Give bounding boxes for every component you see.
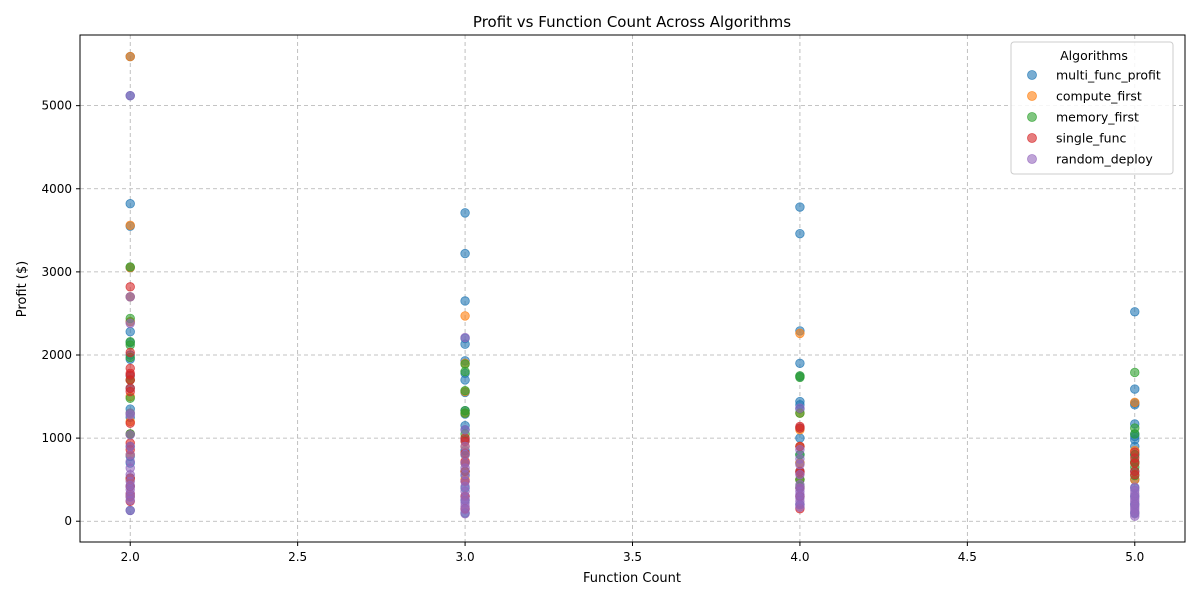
data-point xyxy=(460,366,470,377)
legend-items: multi_func_profit compute_first memory_fir… xyxy=(1027,68,1161,167)
data-point xyxy=(795,328,805,339)
data-point xyxy=(460,208,470,218)
y-tick-label: 5000 xyxy=(41,99,72,113)
data-point xyxy=(460,375,470,385)
y-tick-label: 4000 xyxy=(41,182,72,196)
x-tick-label: 4.0 xyxy=(790,550,809,564)
legend-marker xyxy=(1027,154,1037,164)
data-point xyxy=(1130,458,1140,468)
data-point xyxy=(125,418,135,428)
data-point xyxy=(795,372,805,383)
data-point xyxy=(125,505,135,516)
data-point xyxy=(460,332,470,343)
grid-layer xyxy=(80,35,1185,542)
x-tick-label: 2.0 xyxy=(121,550,140,564)
series-random_deploy xyxy=(125,90,1140,521)
data-point xyxy=(795,423,805,433)
legend-label: random_deploy xyxy=(1056,152,1153,167)
x-tick-label: 3.0 xyxy=(456,550,475,564)
y-tick-label: 0 xyxy=(64,514,72,528)
data-point xyxy=(125,318,135,329)
x-tick-label: 5.0 xyxy=(1125,550,1144,564)
legend-item: random_deploy xyxy=(1027,152,1153,167)
legend-item: multi_func_profit xyxy=(1027,68,1161,83)
data-point xyxy=(1130,384,1140,394)
data-point xyxy=(125,199,135,209)
legend-label: single_func xyxy=(1056,131,1127,146)
data-point xyxy=(795,445,805,455)
data-point xyxy=(460,248,470,259)
data-point xyxy=(460,425,470,435)
y-tick-label: 1000 xyxy=(41,431,72,445)
data-point xyxy=(1130,307,1140,317)
data-point xyxy=(460,450,470,460)
data-point xyxy=(125,347,135,358)
data-point xyxy=(125,410,135,420)
data-point xyxy=(125,262,135,272)
data-point xyxy=(1130,397,1140,408)
legend-item: single_func xyxy=(1027,131,1127,146)
data-point xyxy=(125,220,135,231)
x-axis-label: Function Count xyxy=(583,571,681,586)
data-point xyxy=(795,228,805,239)
legend-marker xyxy=(1027,112,1037,122)
data-point xyxy=(125,292,135,302)
data-point xyxy=(125,386,135,397)
data-point xyxy=(795,460,805,470)
data-point xyxy=(1130,469,1140,480)
y-tick-label: 2000 xyxy=(41,348,72,362)
data-point xyxy=(460,386,470,396)
data-point xyxy=(795,502,805,512)
data-point xyxy=(460,509,470,519)
data-point xyxy=(795,403,805,413)
data-point xyxy=(125,495,135,506)
legend-marker xyxy=(1027,133,1037,143)
data-point xyxy=(125,90,135,101)
data-point xyxy=(460,441,470,452)
legend-item: memory_first xyxy=(1027,110,1139,125)
ticks-layer: 2.0 2.5 3.0 3.5 4.0 4.5 5.0 0 1000 2000 3000 4000 50… xyxy=(41,99,1144,564)
data-point xyxy=(125,51,135,62)
data-point xyxy=(125,282,135,292)
data-point xyxy=(125,375,135,385)
legend-label: multi_func_profit xyxy=(1056,68,1161,83)
x-tick-label: 2.5 xyxy=(288,550,307,564)
data-point xyxy=(795,358,805,369)
data-point xyxy=(460,408,470,418)
data-point xyxy=(125,441,135,452)
legend-label: compute_first xyxy=(1056,89,1142,104)
legend-item: compute_first xyxy=(1027,89,1142,104)
legend: Algorithms multi_func_profit compute_firs… xyxy=(1010,41,1174,175)
x-tick-label: 4.5 xyxy=(958,550,977,564)
legend-title: Algorithms xyxy=(1060,48,1128,63)
data-point xyxy=(460,296,470,306)
data-point xyxy=(460,311,470,321)
chart-title: Profit vs Function Count Across Algorith… xyxy=(473,13,791,31)
legend-label: memory_first xyxy=(1056,110,1139,125)
x-tick-label: 3.5 xyxy=(623,550,642,564)
points-layer xyxy=(125,51,1140,521)
data-point xyxy=(1130,429,1140,439)
data-point xyxy=(795,202,805,212)
legend-marker xyxy=(1027,91,1037,101)
y-tick-label: 3000 xyxy=(41,265,72,279)
data-point xyxy=(125,430,135,440)
y-axis-label: Profit ($) xyxy=(15,261,30,317)
data-point xyxy=(795,469,805,480)
data-point xyxy=(125,327,135,337)
data-point xyxy=(1130,367,1140,378)
data-point xyxy=(795,433,805,443)
data-point xyxy=(1130,511,1140,521)
legend-marker xyxy=(1027,70,1037,80)
legend-box xyxy=(1010,41,1174,175)
